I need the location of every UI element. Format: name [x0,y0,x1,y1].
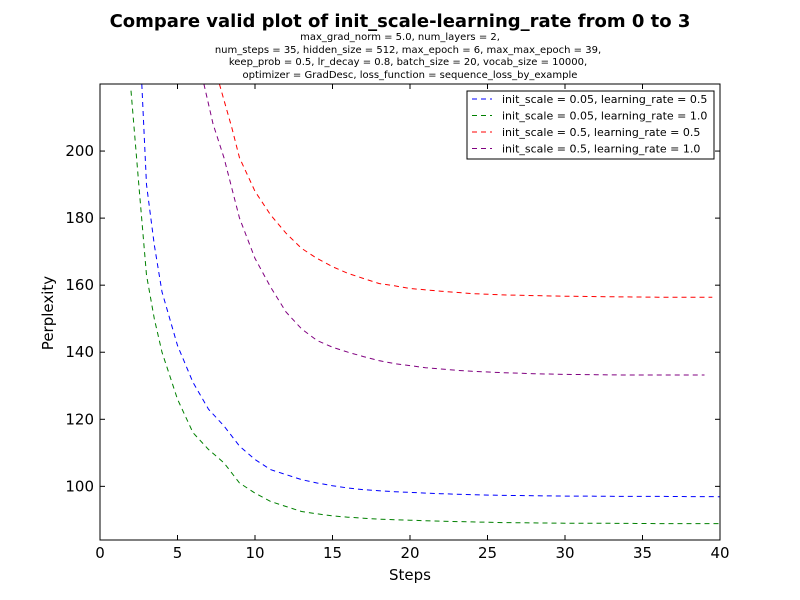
x-tick-label: 5 [173,544,183,562]
x-tick-label: 30 [555,544,574,562]
tick-layer: 0 5 10 15 20 25 30 35 40 100 120 140 160 180 200 [65,84,730,562]
subtitle-line: keep_prob = 0.5, lr_decay = 0.8, batch_s… [229,57,587,68]
legend-entry-label: init_scale = 0.5, learning_rate = 1.0 [502,143,700,156]
x-tick-label: 35 [633,544,652,562]
x-tick-label: 0 [95,544,105,562]
y-tick-label: 140 [65,343,94,361]
x-tick-label: 20 [400,544,419,562]
y-tick-label: 120 [65,410,94,428]
y-tick-label: 160 [65,276,94,294]
x-tick-label: 15 [323,544,342,562]
y-axis-label: Perplexity [39,276,57,350]
y-tick-label: 200 [65,142,94,160]
plot-area-frame [99,83,721,541]
chart-subtitle: max_grad_norm = 5.0, num_layers = 2, num… [215,32,601,81]
legend-entry-label: init_scale = 0.05, learning_rate = 1.0 [502,110,707,123]
x-axis-label: Steps [389,566,431,584]
legend-box [466,90,715,160]
subtitle-line: max_grad_norm = 5.0, num_layers = 2, [300,32,500,43]
legend-entry-label: init_scale = 0.5, learning_rate = 0.5 [502,126,700,139]
series-line [203,84,705,376]
legend-entry-label: init_scale = 0.05, learning_rate = 0.5 [502,93,707,106]
series-layer [130,84,720,525]
y-tick-label: 100 [65,477,94,495]
series-line [218,84,713,298]
subtitle-line: num_steps = 35, hidden_size = 512, max_e… [215,45,601,56]
y-tick-label: 180 [65,209,94,227]
series-line [130,90,720,525]
subtitle-line: optimizer = GradDesc, loss_function = se… [243,70,578,81]
chart-title: Compare valid plot of init_scale-learnin… [110,11,691,32]
x-tick-label: 40 [710,544,729,562]
series-line [141,84,720,498]
x-tick-label: 10 [245,544,264,562]
legend: init_scale = 0.05, learning_rate = 0.5 in… [466,90,715,160]
x-tick-label: 25 [478,544,497,562]
